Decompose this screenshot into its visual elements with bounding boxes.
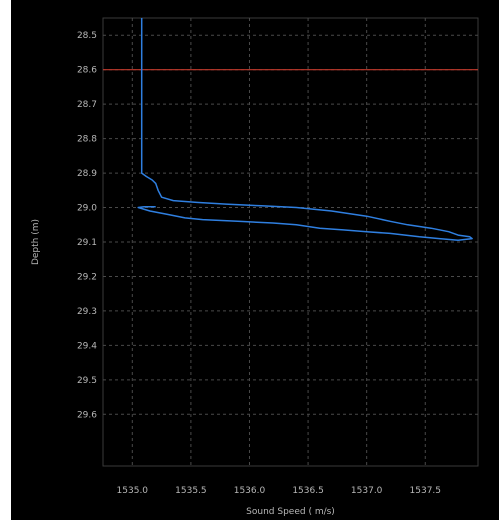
y-tick-label: 29.1 [77,238,97,248]
y-tick-label: 28.9 [77,169,97,179]
y-tick-label: 29.0 [77,204,97,214]
x-tick-label: 1536.5 [292,486,324,496]
x-tick-label: 1535.5 [175,486,207,496]
sound-speed-profile-chart: 28.5 28.6 28.7 28.8 28.9 29.0 29.1 29.2 29.3 29.4… [31,17,479,517]
y-axis-label: Depth (m) [31,219,41,265]
x-tick-label: 1537.5 [410,486,442,496]
y-tick-label: 29.5 [77,376,97,386]
y-tick-label: 29.4 [77,341,97,351]
x-tick-label: 1535.0 [117,486,149,496]
y-tick-label: 28.6 [77,66,97,76]
x-tick-label: 1536.0 [234,486,266,496]
chart-panel: 28.5 28.6 28.7 28.8 28.9 29.0 29.1 29.2 29.3 29.4… [11,0,499,520]
y-tick-label: 29.6 [77,410,97,420]
y-tick-label: 29.3 [77,307,97,317]
y-tick-label: 28.5 [77,31,97,41]
x-axis-label: Sound Speed ( m/s) [246,507,335,517]
sound-speed-series-line [137,18,473,242]
y-tick-label: 28.8 [77,135,97,145]
x-tick-label: 1537.0 [351,486,383,496]
y-tick-label: 28.7 [77,100,97,110]
y-tick-label: 29.2 [77,272,97,282]
